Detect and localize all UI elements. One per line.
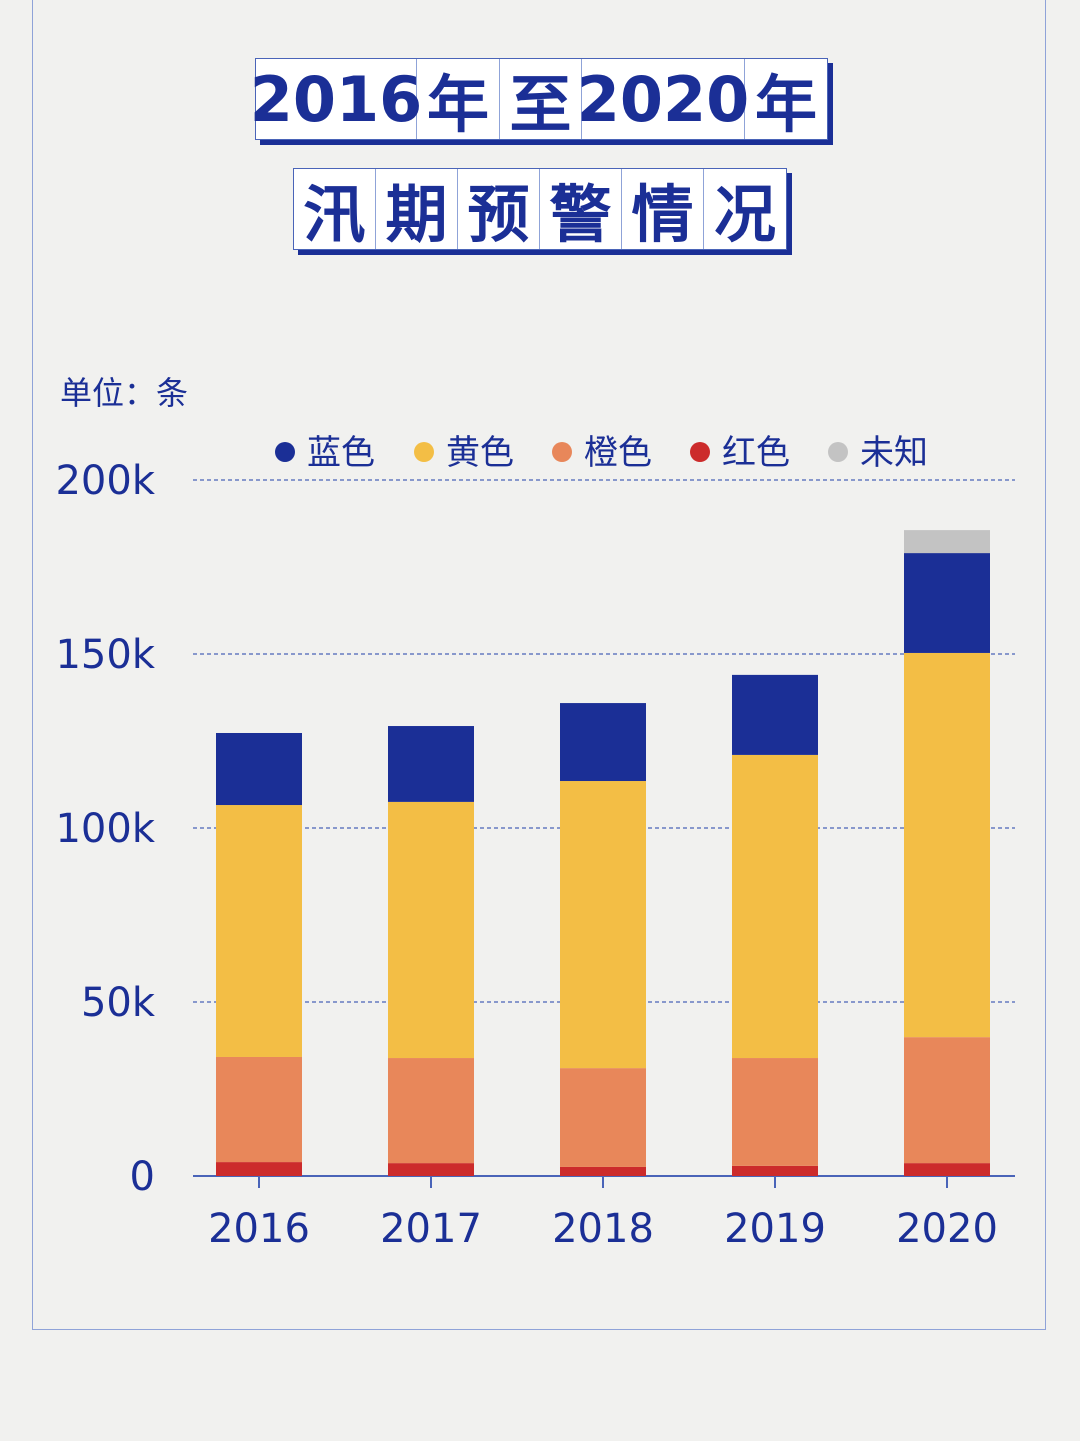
legend-marker <box>414 442 434 462</box>
bar-segment-2020-橙色 <box>904 1037 990 1164</box>
bar-segment-2016-橙色 <box>216 1056 302 1163</box>
bar-segment-2020-黄色 <box>904 652 990 1038</box>
legend-label: 未知 <box>860 433 928 473</box>
frame-border <box>32 0 1046 1330</box>
title-char: 情 <box>622 169 704 251</box>
bar-segment-2016-黄色 <box>216 805 302 1057</box>
y-tick-label: 0 <box>130 1154 155 1200</box>
title-char: 2020 <box>577 59 749 139</box>
bar-segment-2019-红色 <box>732 1165 818 1176</box>
bar-segment-2018-黄色 <box>560 781 646 1069</box>
bar-segment-2017-红色 <box>388 1163 474 1176</box>
bar-segment-2019-蓝色 <box>732 674 818 755</box>
title-line-1: 2016 年至 2020 年 <box>250 58 828 141</box>
y-tick-label: 200k <box>55 458 155 504</box>
x-tick-label: 2016 <box>208 1206 310 1252</box>
title-line-2: 汛期预警情况 <box>293 168 787 251</box>
bar-segment-2017-蓝色 <box>388 726 474 802</box>
bar-segment-2017-橙色 <box>388 1058 474 1164</box>
legend-marker <box>690 442 710 462</box>
bar-segment-2016-蓝色 <box>216 732 302 806</box>
legend-label: 红色 <box>722 433 790 473</box>
title-char: 2016 <box>250 59 422 139</box>
title-char: 况 <box>713 178 776 251</box>
legend-label: 蓝色 <box>307 433 375 473</box>
bar-segment-2020-红色 <box>904 1163 990 1176</box>
title-char: 年 <box>754 68 817 141</box>
x-tick-label: 2019 <box>724 1206 826 1252</box>
bar-segment-2020-未知 <box>904 530 990 554</box>
bar-segment-2018-蓝色 <box>560 703 646 782</box>
title-char: 汛 <box>294 169 376 251</box>
legend-marker <box>275 442 295 462</box>
bar-segment-2018-橙色 <box>560 1068 646 1167</box>
y-tick-label: 100k <box>55 806 155 852</box>
x-tick-label: 2017 <box>380 1206 482 1252</box>
y-tick-label: 50k <box>81 980 156 1026</box>
title-char: 警 <box>540 169 622 251</box>
bar-segment-2017-黄色 <box>388 801 474 1059</box>
legend-marker <box>552 442 572 462</box>
legend-label: 黄色 <box>446 433 514 473</box>
bar-segment-2019-黄色 <box>732 754 818 1059</box>
y-tick-label: 150k <box>55 632 155 678</box>
bar-segment-2020-蓝色 <box>904 553 990 653</box>
x-tick-label: 2020 <box>896 1206 998 1252</box>
bar-segment-2016-红色 <box>216 1162 302 1176</box>
title-char: 预 <box>458 169 540 251</box>
x-tick-label: 2018 <box>552 1206 654 1252</box>
unit-label: 单位：条 <box>60 374 189 412</box>
bar-segment-2019-橙色 <box>732 1058 818 1166</box>
title-char: 至 <box>500 59 582 141</box>
bar-segment-2018-红色 <box>560 1166 646 1176</box>
title-char: 期 <box>376 169 458 251</box>
legend-marker <box>828 442 848 462</box>
title-char: 年 <box>417 59 500 141</box>
legend-label: 橙色 <box>584 433 652 473</box>
